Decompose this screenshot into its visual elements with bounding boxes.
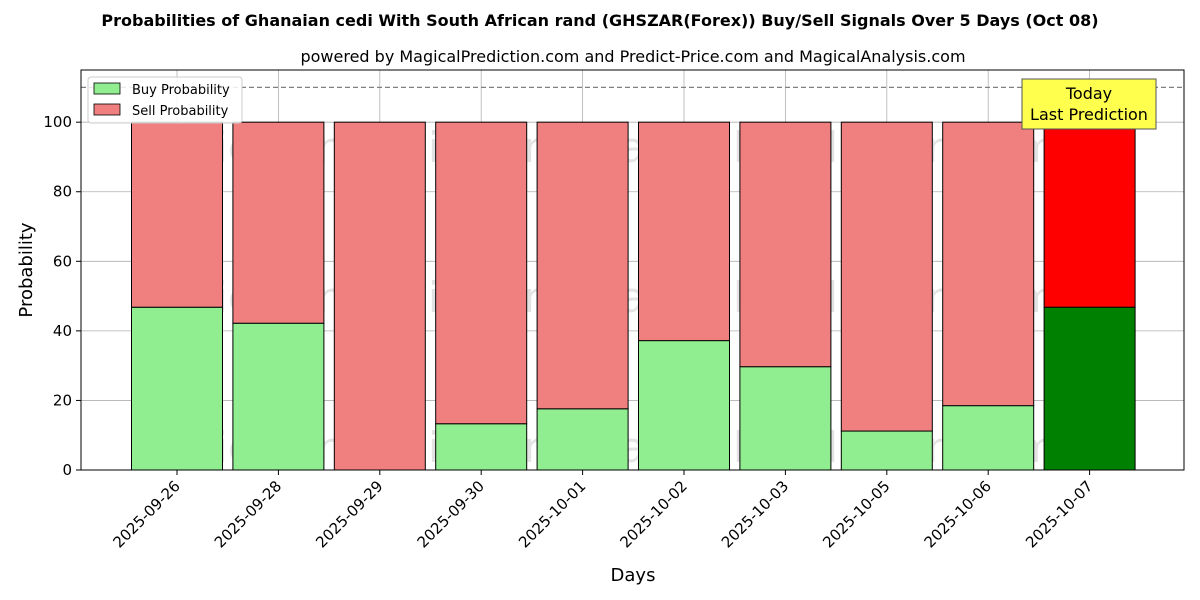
annotation-line-2: Last Prediction [1030,105,1148,124]
x-tick-label: 2025-10-03 [718,477,792,551]
x-tick-label: 2025-09-28 [211,477,285,551]
legend-swatch-sell [93,103,121,116]
bar-buy-2025-10-03 [739,366,832,471]
bar-buy-2025-09-26 [131,306,223,471]
x-tick-label: 2025-09-30 [414,477,488,551]
legend: Buy Probability Sell Probability [87,76,243,124]
x-tick-label: 2025-09-29 [312,477,386,551]
y-axis-label: Probability [16,222,37,317]
bar-sell-2025-10-01 [536,121,629,410]
legend-swatch-buy [93,82,121,95]
chart-title: Probabilities of Ghanaian cedi With Sout… [101,11,1098,30]
y-tick-label: 80 [53,183,72,201]
x-tick-label: 2025-10-01 [515,477,589,551]
y-tick-label: 100 [43,113,72,131]
x-axis-label: Days [611,565,656,586]
bar-buy-2025-09-30 [435,423,528,471]
legend-box [87,76,243,124]
x-tick-label: 2025-10-05 [819,477,893,551]
bar-sell-2025-10-06 [942,121,1035,407]
bar-sell-2025-09-29 [333,121,426,471]
bar-buy-2025-09-28 [232,322,325,471]
bars-layer [131,121,1136,471]
bar-sell-2025-09-26 [131,121,223,308]
bar-sell-2025-09-30 [435,121,528,425]
bar-sell-2025-10-02 [638,121,730,342]
bar-sell-2025-09-28 [232,121,325,324]
legend-label-buy: Buy Probability [132,83,230,98]
x-axis: 2025-09-26 2025-09-28 2025-09-29 2025-09-30… [109,470,1096,551]
bar-buy-2025-10-05 [840,430,933,471]
legend-label-sell: Sell Probability [132,104,229,119]
bar-buy-2025-10-07 [1043,306,1136,471]
x-tick-label: 2025-10-07 [1022,477,1096,551]
chart-subtitle: powered by MagicalPrediction.com and Pre… [300,47,965,66]
bar-buy-2025-10-01 [536,408,629,471]
annotation-line-1: Today [1065,84,1112,103]
y-axis: 0 20 40 60 80 100 [43,113,81,479]
x-tick-label: 2025-10-02 [616,477,690,551]
x-tick-label: 2025-10-06 [921,477,995,551]
annotation-box [1021,78,1157,130]
y-tick-label: 40 [53,322,72,340]
x-tick-label: 2025-09-26 [109,477,183,551]
y-tick-label: 60 [53,252,72,270]
y-tick-label: 0 [62,461,72,479]
y-tick-label: 20 [53,391,72,409]
bar-sell-2025-10-03 [739,121,832,368]
plot-frame [80,69,1185,471]
bar-buy-2025-10-02 [638,340,730,471]
today-annotation: Today Last Prediction [1021,78,1157,130]
bar-buy-2025-10-06 [942,405,1035,471]
bar-sell-2025-10-05 [840,121,933,432]
bar-sell-2025-10-07 [1043,121,1136,308]
